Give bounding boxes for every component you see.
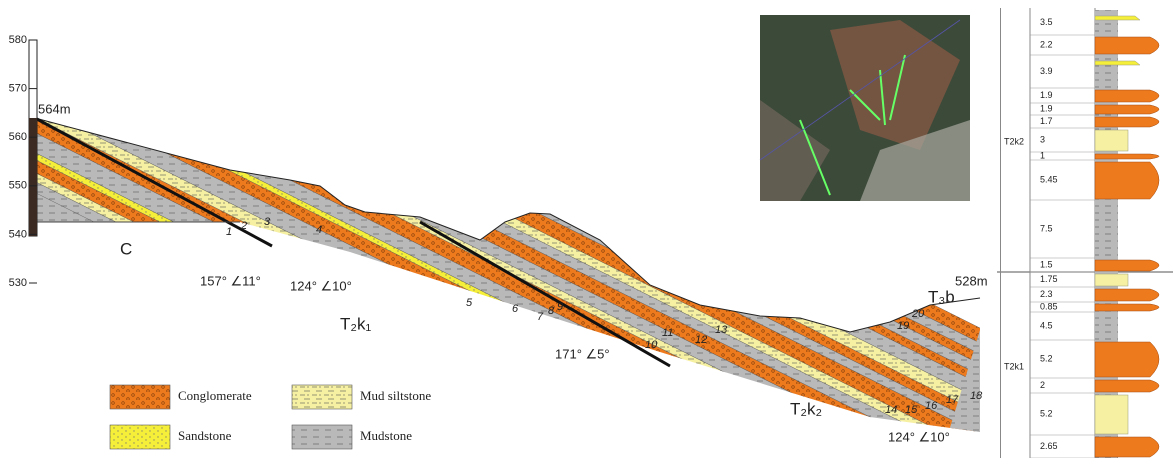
- section-label: T₂k₂: [790, 399, 822, 418]
- thickness: 5.2: [1040, 353, 1053, 363]
- tongue: [1094, 288, 1160, 302]
- bed-number: 9: [557, 301, 563, 313]
- bed: [87, 118, 821, 432]
- bed-number: 20: [911, 308, 925, 320]
- attitude: 124° ∠10°: [888, 429, 950, 444]
- legend-swatch: [109, 384, 171, 410]
- bed-number: 7: [537, 311, 544, 323]
- tongue: [1094, 89, 1160, 103]
- bed-number: 4: [316, 224, 322, 236]
- tongue: [1094, 116, 1160, 128]
- thickness: 3: [1040, 134, 1045, 144]
- bed-number: 8: [548, 305, 555, 317]
- bed-number: 18: [970, 390, 983, 402]
- section-label: 564m: [38, 101, 71, 116]
- tongue: [1094, 273, 1129, 287]
- tongue: [1094, 36, 1160, 55]
- bed-number: 19: [897, 320, 909, 332]
- ground-surface: [34, 117, 981, 333]
- thickness: 1.75: [1040, 274, 1058, 284]
- tongue: [1094, 303, 1160, 312]
- section-label: 528m: [955, 273, 988, 288]
- bed-number: 3: [264, 216, 271, 228]
- thickness: 1.7: [1040, 116, 1053, 126]
- thickness: 1.9: [1040, 103, 1053, 113]
- thickness: 2: [1040, 380, 1045, 390]
- legend-label: Mud siltstone: [360, 388, 431, 403]
- bed: [59, 118, 809, 432]
- column-frame: [1000, 8, 1001, 458]
- legend-swatch: [109, 424, 171, 450]
- fault: [419, 220, 671, 368]
- satellite-image: [759, 15, 970, 201]
- unit-label: T2k1: [1004, 361, 1024, 371]
- attitude: 157° ∠11°: [200, 273, 261, 288]
- legend-label: Sandstone: [178, 428, 232, 443]
- legend-label: Mudstone: [360, 428, 412, 443]
- thickness: 4.5: [1040, 320, 1053, 330]
- tongue: [1094, 436, 1160, 458]
- section-label: C: [120, 239, 132, 258]
- attitude: 124° ∠10°: [290, 278, 352, 293]
- bed-number: 10: [645, 339, 658, 351]
- tongue: [1094, 153, 1160, 160]
- thickness: 2.65: [1040, 441, 1058, 451]
- legend-swatch: [291, 384, 353, 410]
- thickness: 3.5: [1040, 17, 1053, 27]
- bed-number: 5: [466, 297, 473, 309]
- bed-number: 13: [715, 324, 728, 336]
- bed-number: 16: [925, 400, 938, 412]
- bed-number: 6: [512, 303, 519, 315]
- scale-bar-fill: [29, 118, 37, 236]
- section-label: T₂k₁: [340, 314, 371, 333]
- scale-label: 570: [9, 83, 27, 95]
- stratigraphic-column: 3.5 2.2 3.9 1.9 1.9 1.7 3 1 5.45 7.5 1.5 1.75 2.3 0.8…: [1000, 8, 1160, 458]
- tongue: [1094, 394, 1129, 435]
- thickness: 5.45: [1040, 174, 1058, 184]
- thickness: 1.5: [1040, 259, 1053, 269]
- bed-number: 11: [662, 327, 673, 339]
- thickness: 7.5: [1040, 223, 1053, 233]
- tongue: [1094, 129, 1129, 152]
- legend-label: Conglomerate: [178, 388, 252, 403]
- tongue: [1094, 341, 1160, 378]
- thickness: 1: [1040, 150, 1045, 160]
- unit-label: T2k2: [1004, 136, 1024, 146]
- tongue: [1094, 104, 1160, 115]
- bed-number: 12: [695, 334, 707, 346]
- scale-label: 530: [9, 277, 27, 289]
- fault: [34, 116, 273, 248]
- thickness: 1.9: [1040, 90, 1053, 100]
- tongue: [1094, 379, 1160, 393]
- tongue: [1094, 161, 1160, 200]
- scale-label: 550: [9, 180, 27, 192]
- legend-swatch: [291, 424, 353, 450]
- tongue: [1094, 259, 1160, 272]
- attitude: 171° ∠5°: [555, 346, 610, 361]
- bed-number: 15: [905, 404, 918, 416]
- bed-number: 1: [226, 226, 232, 238]
- bed-number: 2: [240, 220, 247, 232]
- thickness: 2.2: [1040, 39, 1053, 49]
- thickness: 2.3: [1040, 289, 1053, 299]
- bed-number: 17: [946, 394, 959, 406]
- tongue: [1094, 15, 1141, 21]
- thickness: 3.9: [1040, 66, 1053, 76]
- thickness: 5.2: [1040, 408, 1053, 418]
- scale-label: 540: [9, 228, 27, 240]
- mudstone-top: [940, 330, 980, 432]
- cross-section: [35, 118, 980, 432]
- bed-number: 14: [885, 404, 897, 416]
- scale-label: 560: [9, 131, 27, 143]
- section-label: T₃b: [928, 287, 955, 306]
- scale-label: 580: [9, 34, 27, 46]
- tongue: [1094, 60, 1141, 66]
- thickness: 0.85: [1040, 301, 1058, 311]
